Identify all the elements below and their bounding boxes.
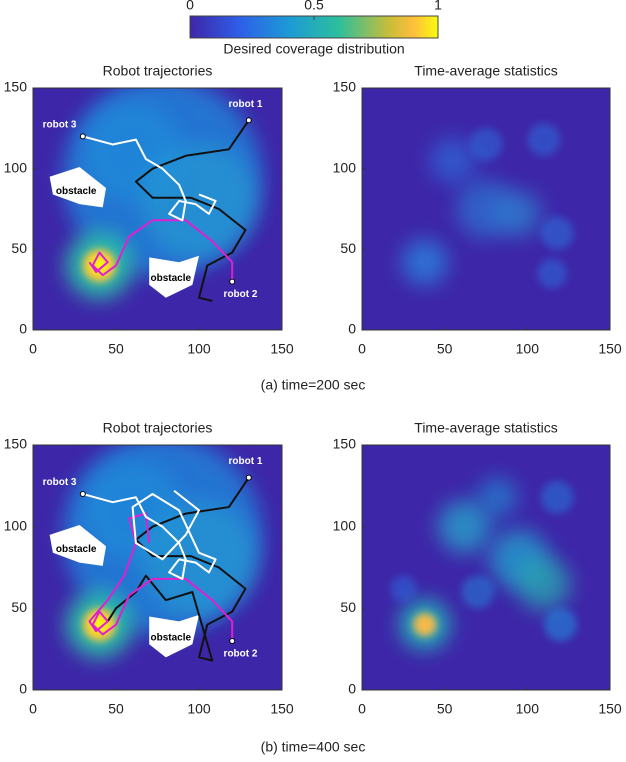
trajectory bbox=[134, 119, 250, 302]
robot-start bbox=[79, 491, 86, 497]
y-tick-label: 100 bbox=[4, 517, 28, 533]
x-tick-label: 150 bbox=[598, 701, 622, 717]
trajectory bbox=[82, 135, 217, 222]
x-tick-label: 150 bbox=[270, 701, 294, 717]
heatmap-blob bbox=[543, 608, 577, 642]
x-tick-label: 100 bbox=[187, 701, 211, 717]
annotation: robot 3 bbox=[43, 120, 77, 131]
x-tick-label: 0 bbox=[29, 701, 37, 717]
x-tick-label: 50 bbox=[437, 341, 453, 357]
plot-area: robot 1 robot 2 robot 3 obstacle obstacle bbox=[33, 88, 282, 330]
colorbar-label: Desired coverage distribution bbox=[223, 41, 404, 57]
y-tick-label: 0 bbox=[348, 681, 356, 697]
axes-frame bbox=[32, 444, 283, 691]
heatmap-blob bbox=[477, 477, 518, 518]
chart-title: Robot trajectories bbox=[103, 63, 213, 79]
heatmap-blob bbox=[413, 613, 437, 637]
heatmap-blob bbox=[540, 480, 574, 514]
x-tick-label: 50 bbox=[108, 341, 124, 357]
robot-start bbox=[245, 474, 252, 481]
plot-area bbox=[362, 88, 610, 330]
chart-title: Time-average statistics bbox=[414, 63, 557, 79]
y-tick-label: 0 bbox=[19, 681, 27, 697]
heatmap-blob bbox=[401, 239, 448, 286]
y-tick-label: 150 bbox=[333, 436, 357, 452]
plot-area: robot 1 robot 2 robot 3 obstacle obstacle bbox=[33, 445, 282, 690]
robot-start bbox=[79, 133, 86, 140]
robot-start bbox=[245, 117, 252, 124]
axes-frame bbox=[361, 444, 611, 691]
caption: (b) time=400 sec bbox=[261, 739, 366, 755]
obstacle bbox=[149, 614, 199, 658]
y-tick-label: 100 bbox=[4, 159, 28, 175]
y-tick-label: 50 bbox=[11, 599, 27, 615]
annotation: obstacle bbox=[56, 544, 97, 555]
heatmap-blob bbox=[537, 258, 568, 289]
obstacle bbox=[149, 255, 199, 298]
annotation: obstacle bbox=[150, 273, 191, 284]
heatmap-blob bbox=[495, 190, 543, 237]
heatmap-blob bbox=[527, 123, 561, 157]
annotation: robot 3 bbox=[43, 477, 77, 488]
annotation: robot 2 bbox=[224, 649, 258, 660]
plot-area bbox=[362, 445, 610, 690]
y-tick-label: 0 bbox=[348, 321, 356, 337]
trajectory bbox=[82, 489, 217, 580]
x-tick-label: 150 bbox=[270, 341, 294, 357]
x-tick-label: 0 bbox=[29, 341, 37, 357]
y-tick-label: 150 bbox=[4, 79, 28, 95]
trajectory bbox=[88, 219, 234, 282]
trajectory bbox=[106, 477, 250, 662]
y-tick-label: 100 bbox=[333, 159, 357, 175]
x-tick-label: 50 bbox=[108, 701, 124, 717]
heatmap-blob bbox=[461, 575, 495, 609]
y-tick-label: 150 bbox=[333, 79, 357, 95]
heatmap-blob bbox=[390, 575, 417, 602]
colorbar-tick-label: 0.5 bbox=[304, 0, 324, 13]
annotation: obstacle bbox=[150, 632, 191, 643]
annotation: obstacle bbox=[56, 186, 97, 197]
heatmap-blob bbox=[469, 127, 503, 161]
x-tick-label: 150 bbox=[598, 341, 622, 357]
x-tick-label: 0 bbox=[358, 701, 366, 717]
colorbar-tick-label: 0 bbox=[186, 0, 194, 13]
heatmap-blob bbox=[429, 137, 477, 184]
y-tick-label: 50 bbox=[340, 240, 356, 256]
y-tick-label: 100 bbox=[333, 517, 357, 533]
obstacle bbox=[49, 525, 107, 566]
robot-start bbox=[229, 638, 236, 644]
axes-frame bbox=[361, 87, 611, 331]
x-tick-label: 100 bbox=[187, 341, 211, 357]
heatmap-blob bbox=[517, 557, 571, 611]
x-tick-label: 0 bbox=[358, 341, 366, 357]
x-tick-label: 100 bbox=[516, 341, 540, 357]
y-tick-label: 0 bbox=[19, 321, 27, 337]
annotation: robot 1 bbox=[229, 456, 263, 467]
x-tick-label: 50 bbox=[437, 701, 453, 717]
chart-title: Time-average statistics bbox=[414, 420, 557, 436]
y-tick-label: 150 bbox=[4, 436, 28, 452]
obstacle bbox=[49, 167, 107, 208]
annotation: robot 1 bbox=[229, 99, 263, 110]
caption: (a) time=200 sec bbox=[261, 377, 366, 393]
heatmap-blob bbox=[438, 500, 491, 554]
chart-title: Robot trajectories bbox=[103, 420, 213, 436]
axes-frame bbox=[32, 87, 283, 331]
annotation: robot 2 bbox=[224, 289, 258, 300]
x-tick-label: 100 bbox=[516, 701, 540, 717]
y-tick-label: 50 bbox=[11, 240, 27, 256]
heatmap-blob bbox=[82, 102, 183, 203]
robot-start bbox=[229, 278, 236, 285]
y-tick-label: 50 bbox=[340, 599, 356, 615]
colorbar-tick-label: 1 bbox=[434, 0, 442, 13]
heatmap-blob bbox=[540, 216, 574, 250]
